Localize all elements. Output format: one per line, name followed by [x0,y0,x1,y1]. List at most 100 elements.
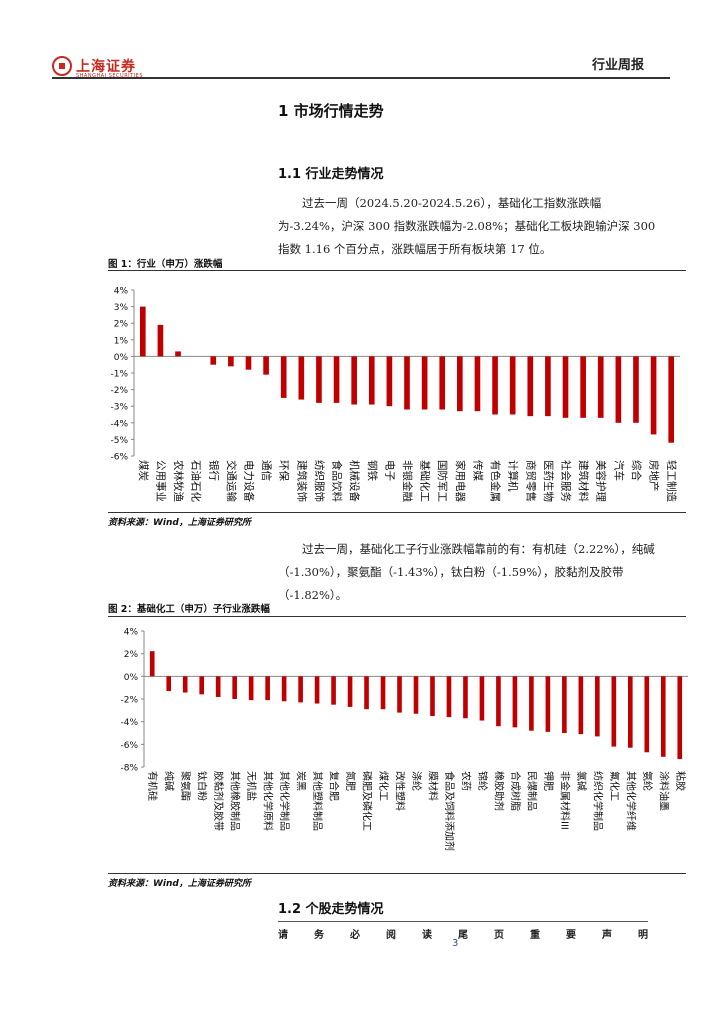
x-tick-label: 纯碱 [163,771,176,791]
bar [248,676,254,701]
footer-disclaimer-char: 重 [530,930,540,941]
figure1-bottom-rule [108,512,686,513]
figure1-top-rule [108,270,686,271]
bar [298,676,303,703]
footer-disclaimer-char: 明 [638,930,648,941]
x-tick-label: 环保 [278,460,291,481]
bar [386,356,393,407]
bar [166,676,172,692]
x-tick-label: 商贸零售 [524,460,537,502]
bar [368,356,375,405]
x-tick-label: 电力设备 [242,460,255,502]
x-tick-label: 有色金属 [489,460,502,502]
x-tick-label: 非金属材料III [558,771,571,830]
subsection-title-stocks: 1.2 个股走势情况 [278,902,384,917]
footer-disclaimer-char: 请 [278,930,288,941]
bar [457,356,463,412]
bar [175,351,181,357]
x-tick-label: 煤炭 [137,460,150,481]
bar [351,356,357,405]
x-tick-label: 国防军工 [436,460,449,502]
y-tick-label: -5% [110,436,128,446]
bar [633,356,639,423]
x-tick-label: 通信 [260,460,272,481]
x-tick-label: 其他橡胶制品 [229,771,242,831]
bar [611,676,617,747]
x-tick-label: 炭黑 [295,771,307,791]
x-tick-label: 建筑装饰 [295,460,308,502]
bar [597,356,604,418]
bar [281,676,287,702]
x-tick-label: 氮肥 [344,771,357,791]
x-tick-label: 有机硅 [146,771,159,801]
page-number: 3 [452,938,459,949]
bar [331,676,336,705]
bar [347,676,353,707]
brand-logo-icon [52,56,72,76]
x-tick-label: 农林牧渔 [172,460,185,502]
x-tick-label: 磷肥及磷化工 [361,771,374,831]
bar [413,676,419,714]
bar [509,356,516,415]
x-tick-label: 银行 [207,460,220,481]
x-tick-label: 公用事业 [154,460,167,502]
y-tick-label: -2% [110,386,128,396]
x-tick-label: 聚氨酯 [179,771,192,801]
x-tick-label: 家用电器 [454,460,467,502]
bar [545,676,551,732]
bar [430,676,435,716]
bar [263,356,269,375]
bar [615,356,622,423]
bar [298,356,305,400]
figure1-source: 资料来源：Wind，上海证券研究所 [108,518,251,528]
footer-disclaimer-char: 声 [602,930,612,941]
x-tick-label: 复合肥 [328,771,341,801]
footer-disclaimer-char: 要 [566,930,576,941]
subindustry-change-chart: 4% 2% 0% -2% -4% -6% -8% 有机硅 纯碱 聚氨酯 钛白粉 胶黏剂及胶带 其他橡胶制… [120,628,688,851]
x-tick-label: 钛白粉 [196,771,209,801]
x-tick-label: 非银金融 [401,460,414,502]
bar [580,356,586,418]
bar [397,676,402,713]
x-tick-label: 建筑材料 [577,460,590,502]
footer-disclaimer-char: 尾 [458,930,468,941]
bar [446,676,452,718]
x-tick-label: 食品及饲料添加剂 [443,771,456,851]
x-tick-label: 涤纶 [410,771,423,791]
x-tick-label: 粘胶 [674,771,687,791]
bar [333,356,340,403]
x-tick-label: 民爆制品 [525,771,538,811]
bar [527,356,534,417]
x-tick-label: 涂料油墨 [657,771,670,811]
figure2-top-rule [108,616,686,617]
x-tick-label: 胶黏剂及胶带 [212,771,225,831]
bar [139,306,146,357]
paragraph-industry-trend-text: 过去一周（2024.5.20-2024.5.26），基础化工指数涨跌幅为-3.2… [278,196,656,256]
y-tick-label: -4% [110,419,128,429]
x-tick-label: 其他塑料制品 [311,771,324,831]
bar [232,676,237,699]
bar [404,356,410,410]
x-tick-label: 改性塑料 [394,771,407,811]
x-tick-label: 机械设备 [348,460,361,502]
bar [439,356,446,410]
y-tick-label: 4% [114,287,129,297]
y-tick-label: 0% [124,673,139,683]
industry-change-chart: 4% 3% 2% 1% 0% -1% -2% -3% -4% -5% -6% 煤炭 公用事业 农林牧渔 石油… [110,287,680,502]
bar [182,676,188,693]
x-tick-label: 钾肥 [542,771,555,791]
bar [316,356,322,403]
header-divider [52,77,670,79]
x-tick-label: 美容护理 [595,460,608,502]
y-tick-label: 0% [114,353,129,363]
x-tick-label: 其他化学原料 [262,771,275,831]
x-tick-label: 氟化工 [608,771,621,801]
y-tick-label: 3% [114,303,129,313]
x-tick-label: 煤化工 [377,771,390,801]
bar [660,676,666,757]
x-tick-label: 交通运输 [225,460,238,502]
y-tick-label: -6% [110,453,128,463]
paragraph-industry-trend: 过去一周（2024.5.20-2024.5.26），基础化工指数涨跌幅为-3.2… [278,192,658,261]
bar [545,356,551,417]
x-tick-label: 电子 [383,460,396,481]
